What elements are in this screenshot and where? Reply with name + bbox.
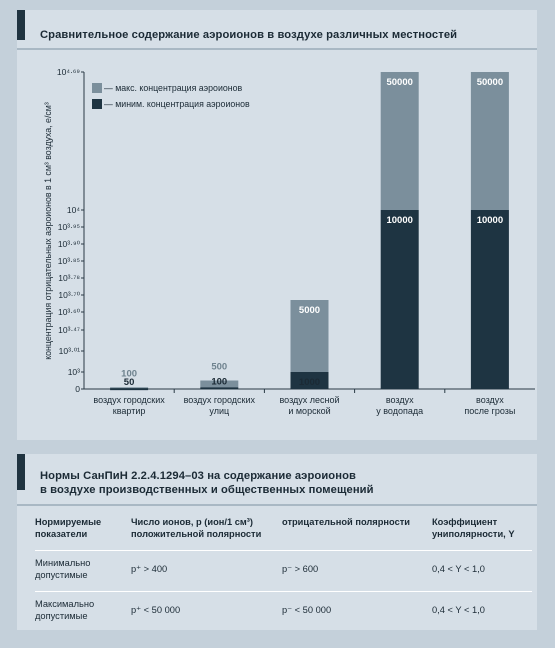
header-label-2: показатели [35,529,88,539]
x-category-label: у водопада [376,406,423,416]
table-title-line-2: в воздухе производственных и общественны… [40,484,374,496]
data-label-max: 50000 [477,77,503,88]
y-tick-label: 10³·⁹⁵ [58,222,80,232]
row-label-2a: Максимально [35,599,95,609]
bar-min [380,210,419,389]
bar-min [290,372,329,389]
header-count-2: положительной полярности [131,529,262,539]
row-pos-2: p⁺ < 50 000 [131,605,181,615]
row-neg-2: p⁻ < 50 000 [282,605,332,615]
divider [17,48,537,50]
x-category-label: и морской [288,406,330,416]
y-tick-label: 0 [75,384,80,394]
bar-chart: 0 10³ 10³·⁰¹ 10³·⁴⁷ 10³·⁶⁰ 10³·⁷⁰ 10³·⁷⁸ 10³·⁸⁵… [43,67,535,416]
x-category-label: улиц [209,406,229,416]
y-tick-label: 10³ [68,367,80,377]
bar-max [380,72,419,210]
x-category-label: воздух [386,395,414,405]
table-panel: Нормы СанПиН 2.2.4.1294–03 на содержание… [17,454,537,630]
bar-min [200,387,239,390]
y-tick-label: 10³·⁹⁰ [58,239,81,249]
bar-min [470,210,509,389]
bar-max [470,72,509,210]
chart-panel: Сравнительное содержание аэроионов в воз… [17,10,537,440]
bar-max [290,300,329,372]
header-count-1: Число ионов, p (ион/1 см³) [131,517,253,527]
table-row: Минимально допустимые p⁺ > 400 p⁻ > 600 0… [35,550,532,592]
y-tick-label: 10⁴·⁶⁹ [57,67,80,77]
title-accent-bar [17,10,25,40]
data-label-max: 50000 [386,77,412,88]
header-coef-2: униполярности, Y [432,529,515,539]
row-coef-1: 0,4 < Y < 1,0 [432,564,485,574]
data-label-max: 100 [121,368,137,379]
norms-table: Нормируемые показатели Число ионов, p (ио… [35,516,532,632]
bar-max [200,380,239,388]
legend-label: — миним. концентрация аэроионов [104,99,250,109]
y-tick-label: 10³·⁴⁷ [58,325,80,335]
x-category-label: воздух лесной [279,395,339,405]
row-pos-1: p⁺ > 400 [131,564,168,574]
data-label-max: 5000 [299,305,320,316]
data-label-max: 500 [211,362,227,373]
data-label-min: 10000 [477,215,503,226]
x-category-label: воздух городских [184,395,256,405]
table-row: Максимально допустимые p⁺ < 50 000 p⁻ < 5… [35,591,532,633]
x-category-label: воздух городских [93,395,165,405]
y-tick-label: 10³·⁶⁰ [58,307,81,317]
row-label-2b: допустимые [35,611,88,621]
x-category-label: после грозы [464,406,515,416]
row-neg-1: p⁻ > 600 [282,564,319,574]
row-label-1b: допустимые [35,570,88,580]
header-coef-1: Коэффициент [432,517,498,527]
data-label-min: 50 [124,377,135,388]
x-category-label: квартир [113,406,146,416]
y-tick-label: 10³·⁸⁵ [58,256,80,266]
header-label-1: Нормируемые [35,517,102,527]
data-label-min: 10000 [386,215,412,226]
y-tick-label: 10⁴ [67,205,80,215]
y-tick-label: 10³·⁷⁸ [58,273,80,283]
data-label-min: 100 [211,376,227,387]
y-tick-label: 10³·⁰¹ [59,346,81,356]
legend-swatch [92,99,102,109]
table-title-line-1: Нормы СанПиН 2.2.4.1294–03 на содержание… [40,470,356,482]
divider-2 [17,504,537,506]
row-label-1a: Минимально [35,558,91,568]
bar-min [110,388,149,391]
bar-max [110,387,149,389]
x-category-label: воздух [476,395,504,405]
legend-label: — макс. концентрация аэроионов [104,83,242,93]
title-accent-bar-2 [17,454,25,490]
legend-swatch [92,83,102,93]
table-header-row: Нормируемые показатели Число ионов, p (ио… [35,516,532,551]
header-neg-2: отрицательной полярности [282,517,411,527]
y-axis-label: концентрация отрицательных аэроионов в 1… [43,102,53,360]
y-tick-label: 10³·⁷⁰ [58,290,80,300]
data-label-min: 1000 [299,377,320,388]
chart-title: Сравнительное содержание аэроионов в воз… [40,29,458,41]
row-coef-2: 0,4 < Y < 1,0 [432,605,485,615]
